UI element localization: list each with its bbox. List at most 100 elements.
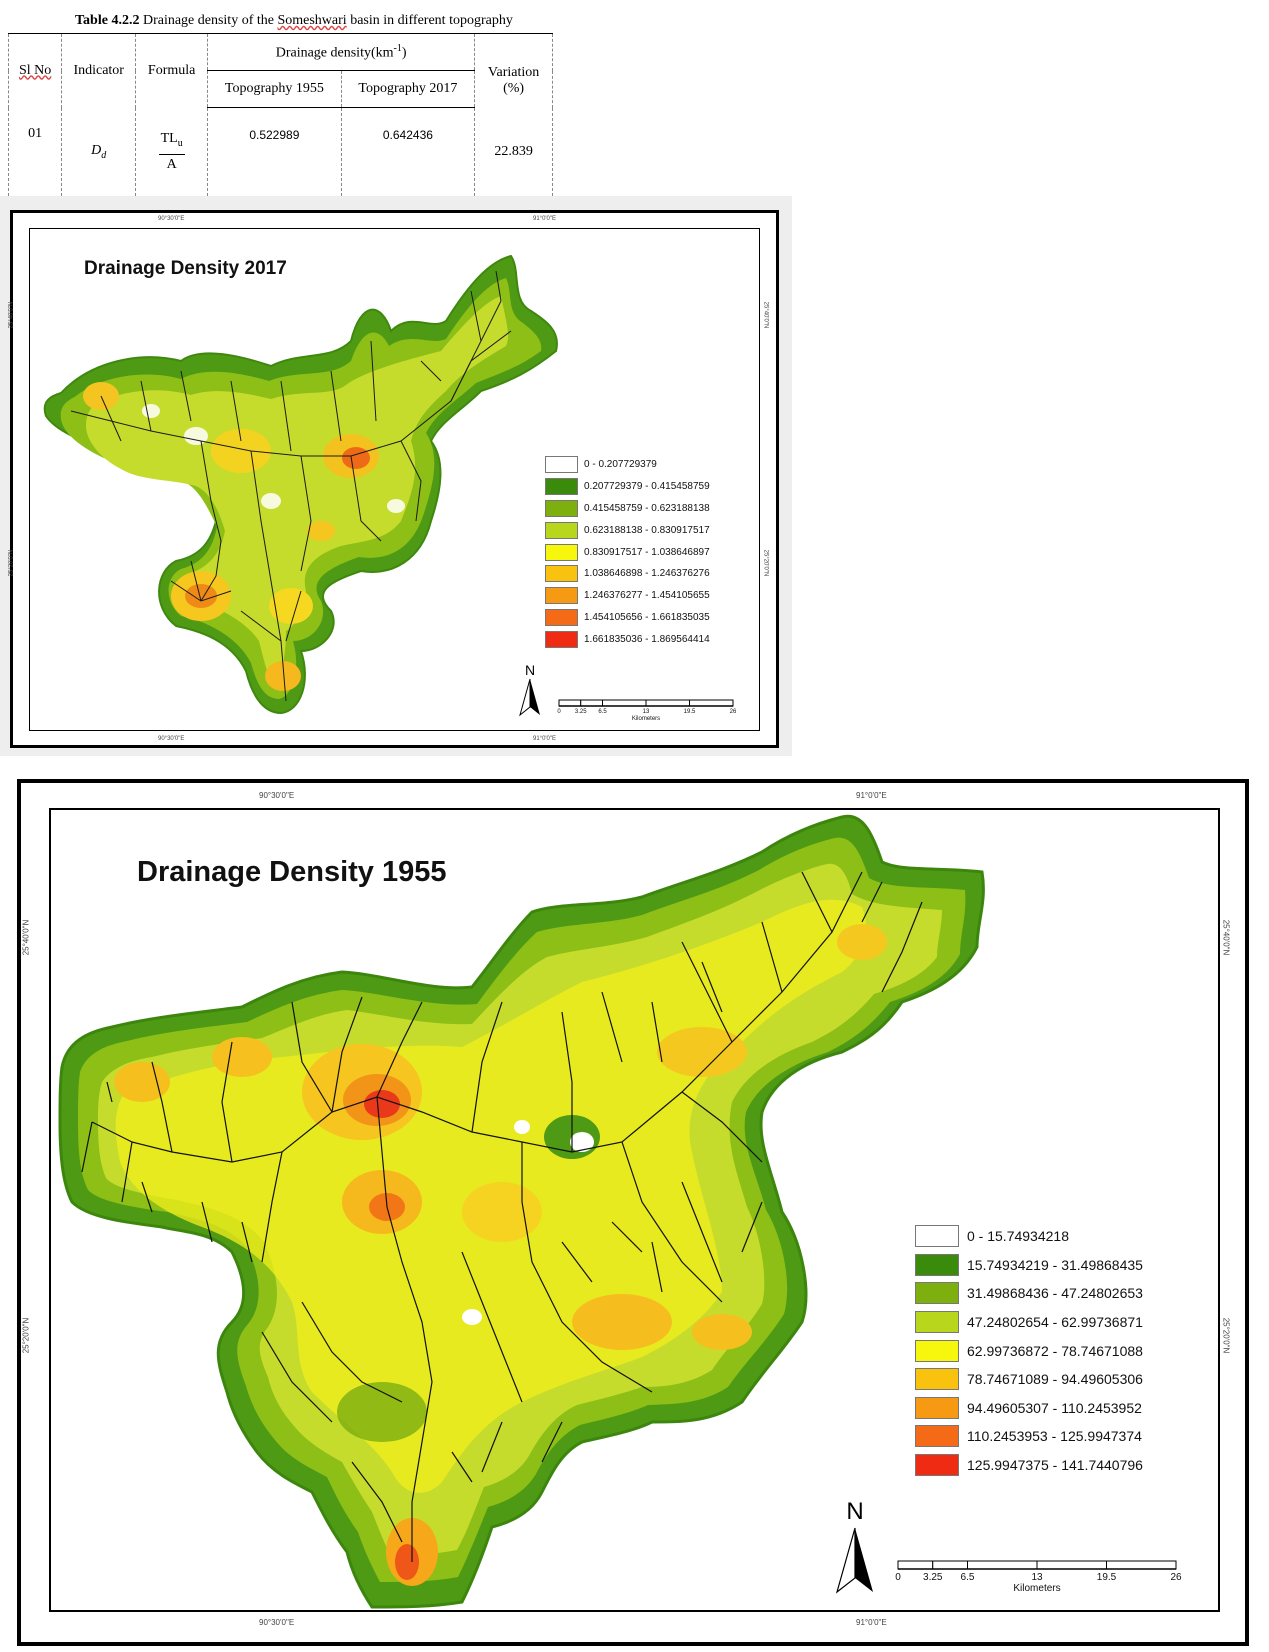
map-2017-coord-bottom-right: 91°0'0"E: [533, 736, 557, 742]
legend-swatch: [915, 1282, 959, 1305]
legend-swatch: [545, 456, 578, 474]
scale-tick-label: 13: [1031, 1572, 1043, 1583]
map-1955-coord-top-right: 91°0'0"E: [856, 791, 887, 800]
legend-item: 78.74671089 - 94.49605306: [915, 1365, 1143, 1394]
legend-label: 94.49605307 - 110.2453952: [967, 1399, 1142, 1416]
table-caption: Table 4.2.2 Drainage density of the Some…: [75, 13, 513, 29]
scale-tick-label: 19.5: [1096, 1572, 1117, 1583]
header-formula: Formula: [135, 33, 209, 108]
legend-item: 1.246376277 - 1.454105655: [545, 585, 710, 607]
legend-item: 31.49868436 - 47.24802653: [915, 1279, 1143, 1308]
north-arrow-icon: [835, 1527, 873, 1594]
header-sl-no: Sl No: [7, 33, 63, 108]
legend-label: 62.99736872 - 78.74671088: [967, 1342, 1143, 1359]
north-arrow-icon: [519, 678, 540, 717]
map-2017-title: Drainage Density 2017: [84, 258, 287, 279]
cell-topography-2017: 0.642436: [340, 107, 476, 197]
legend-label: 1.661835036 - 1.869564414: [584, 633, 710, 645]
legend-swatch: [915, 1425, 959, 1448]
scale-segment: [580, 699, 603, 707]
map-1955-legend: 0 - 15.74934218 15.74934219 - 31.49868435…: [915, 1222, 1143, 1479]
header-indicator: Indicator: [61, 33, 137, 108]
scale-segment: [689, 699, 734, 707]
header-topography-2017: Topography 2017: [340, 70, 476, 108]
scale-tick-label: 0: [895, 1572, 901, 1583]
map-2017-coord-left-top: 25°40'0"N: [8, 301, 15, 329]
legend-swatch: [915, 1339, 959, 1362]
legend-label: 1.246376277 - 1.454105655: [584, 590, 710, 602]
legend-swatch: [545, 543, 578, 561]
legend-item: 15.74934219 - 31.49868435: [915, 1251, 1143, 1280]
map-2017-coord-right-top: 25°40'0"N: [762, 301, 769, 329]
legend-label: 15.74934219 - 31.49868435: [967, 1256, 1143, 1273]
legend-swatch: [545, 521, 578, 539]
legend-label: 0.207729379 - 0.415458759: [584, 481, 710, 493]
legend-label: 47.24802654 - 62.99736871: [967, 1314, 1143, 1331]
legend-item: 125.9947375 - 141.7440796: [915, 1451, 1143, 1480]
map-1955-scale-bar: 0 3.25 6.5 13 19.5 26 Kilometers: [895, 1557, 1182, 1597]
map-1955-panel: [49, 808, 1220, 1612]
map-1955-north-label: N: [846, 1498, 864, 1525]
legend-label: 125.9947375 - 141.7440796: [967, 1457, 1143, 1474]
legend-swatch: [915, 1368, 959, 1391]
map-1955-coord-bottom-left: 90°30'0"E: [259, 1618, 295, 1627]
legend-label: 0.830917517 - 1.038646897: [584, 546, 710, 558]
scale-segment: [897, 1560, 934, 1570]
table-caption-number: Table 4.2.2: [75, 13, 140, 28]
header-variation: Variation (%): [474, 33, 553, 108]
legend-swatch: [545, 499, 578, 517]
legend-label: 1.038646898 - 1.246376276: [584, 568, 710, 580]
legend-swatch: [915, 1454, 959, 1477]
legend-label: 0.623188138 - 0.830917517: [584, 524, 710, 536]
legend-item: 1.038646898 - 1.246376276: [545, 563, 710, 585]
map-1955-north-arrow: N: [834, 1500, 876, 1596]
table-caption-text-2: basin in different topography: [346, 13, 513, 28]
table-caption-text-1: Drainage density of the: [139, 13, 278, 28]
scale-unit-label: Kilometers: [631, 716, 661, 722]
legend-swatch: [915, 1396, 959, 1419]
legend-item: 62.99736872 - 78.74671088: [915, 1336, 1143, 1365]
map-1955-basin: [58, 814, 985, 1609]
legend-swatch: [545, 565, 578, 583]
legend-label: 1.454105656 - 1.661835035: [584, 611, 710, 623]
map-1955-title: Drainage Density 1955: [137, 856, 447, 888]
map-2017-coord-left-bottom: 25°20'0"N: [8, 549, 15, 577]
scale-tick-label: 0: [557, 709, 561, 715]
map-1955-coord-top-left: 90°30'0"E: [259, 791, 295, 800]
legend-swatch: [915, 1311, 959, 1334]
scale-tick-label: 26: [1170, 1572, 1182, 1583]
drainage-density-table: Sl No Indicator Formula Drainage density…: [7, 33, 553, 197]
map-1955-coord-right-bottom: 25°20'0"N: [1221, 1317, 1231, 1354]
legend-item: 94.49605307 - 110.2453952: [915, 1394, 1143, 1423]
scale-tick-label: 19.5: [683, 709, 696, 715]
scale-tick-label: 6.5: [598, 709, 607, 715]
scale-tick-label: 26: [729, 709, 737, 715]
legend-label: 110.2453953 - 125.9947374: [967, 1428, 1142, 1445]
legend-label: 0 - 15.74934218: [967, 1228, 1069, 1245]
cell-indicator: Dd: [61, 107, 137, 197]
scale-segment: [1106, 1560, 1177, 1570]
legend-item: 0 - 15.74934218: [915, 1222, 1143, 1251]
legend-swatch: [545, 608, 578, 626]
scale-segment: [558, 699, 582, 707]
map-2017-north-label: N: [524, 662, 536, 678]
map-2017-coord-right-bottom: 25°20'0"N: [762, 549, 769, 577]
cell-formula: TLu A: [135, 107, 209, 197]
cell-topography-1955: 0.522989: [207, 107, 342, 197]
scale-bar-graphic: [897, 1560, 1177, 1570]
legend-item: 0.207729379 - 0.415458759: [545, 476, 710, 498]
table-caption-basin: Someshwari: [277, 13, 347, 28]
legend-item: 47.24802654 - 62.99736871: [915, 1308, 1143, 1337]
map-1955-coord-bottom-right: 91°0'0"E: [856, 1618, 887, 1627]
map-2017-scale-bar: 0 3.25 6.5 13 19.5 26 Kilometers: [557, 696, 737, 724]
map-1955-coord-left-top: 25°40'0"N: [21, 919, 31, 956]
scale-tick-label: 6.5: [960, 1572, 975, 1583]
legend-item: 0.830917517 - 1.038646897: [545, 541, 710, 563]
scale-segment: [967, 1560, 1038, 1570]
scale-tick-label: 3.25: [574, 709, 587, 715]
legend-item: 0.623188138 - 0.830917517: [545, 519, 710, 541]
legend-swatch: [915, 1225, 959, 1248]
scale-bar-graphic: [558, 699, 734, 707]
map-1955-coord-right-top: 25°40'0"N: [1221, 919, 1231, 956]
scale-tick-label: 3.25: [923, 1572, 943, 1583]
